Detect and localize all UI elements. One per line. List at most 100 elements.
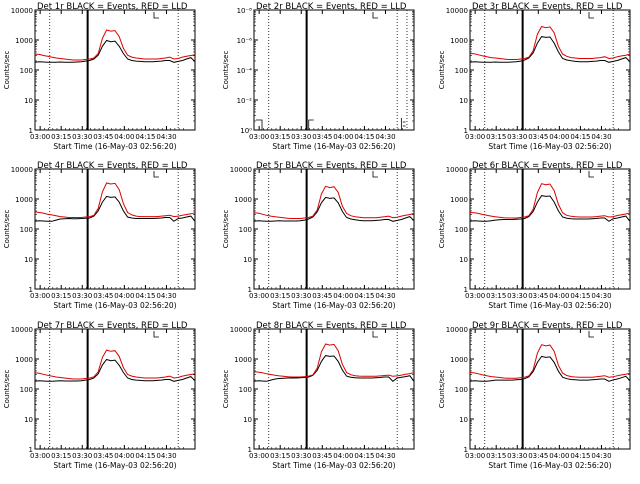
chart-panel-6r: Det 6r BLACK = Events, RED = LLD Counts/s… bbox=[438, 161, 631, 310]
x-tick-label: 04:00 bbox=[549, 133, 569, 141]
series-events bbox=[34, 195, 196, 222]
x-tick-label: 04:00 bbox=[333, 292, 353, 300]
x-tick-label: 04:00 bbox=[549, 292, 569, 300]
x-tick-label: 03:45 bbox=[93, 292, 113, 300]
series-events bbox=[253, 196, 415, 222]
x-tick-label: 03:30 bbox=[507, 452, 527, 460]
x-axis-label: Start Time (16-May-03 02:56:20) bbox=[488, 301, 611, 310]
y-tick-label: 10⁻² bbox=[237, 97, 253, 105]
x-tick-label: 04:15 bbox=[135, 452, 155, 460]
y-tick-label: 10 bbox=[24, 97, 33, 105]
series-events bbox=[469, 355, 631, 382]
x-tick-label: 03:30 bbox=[291, 133, 311, 141]
plot-frame bbox=[469, 9, 631, 131]
x-tick-label: 03:30 bbox=[72, 452, 92, 460]
x-tick-label: 03:15 bbox=[51, 452, 71, 460]
y-tick-label: 100 bbox=[239, 226, 252, 234]
y-tick-label: 10⁻⁸ bbox=[237, 7, 253, 15]
x-tick-label: 03:45 bbox=[312, 133, 332, 141]
chart-title: Det 9r BLACK = Events, RED = LLD bbox=[472, 321, 623, 331]
y-tick-label: 1000 bbox=[450, 37, 468, 45]
x-tick-label: 04:30 bbox=[156, 133, 176, 141]
plot-frame bbox=[34, 9, 196, 131]
attenuator-marker bbox=[588, 12, 594, 19]
y-tick-label: 10⁰ bbox=[240, 127, 252, 135]
series-lld bbox=[34, 182, 196, 218]
x-tick-label: 03:45 bbox=[528, 292, 548, 300]
y-tick-label: 10⁻⁶ bbox=[237, 37, 253, 45]
y-tick-label: 100 bbox=[455, 67, 468, 75]
x-tick-label: 03:30 bbox=[507, 292, 527, 300]
y-tick-label: 10000 bbox=[11, 7, 33, 15]
x-tick-label: 03:15 bbox=[270, 133, 290, 141]
y-tick-label: 10000 bbox=[230, 326, 252, 334]
x-tick-label: 04:15 bbox=[354, 452, 374, 460]
y-tick-label: 1000 bbox=[15, 356, 33, 364]
x-tick-label: 03:45 bbox=[93, 133, 113, 141]
x-axis-label: Start Time (16-May-03 02:56:20) bbox=[488, 142, 611, 151]
series-events bbox=[34, 39, 196, 63]
y-tick-label: 10000 bbox=[11, 326, 33, 334]
y-tick-label: 100 bbox=[455, 226, 468, 234]
chart-title: Det 2r BLACK = Events, RED = LLD bbox=[256, 2, 407, 12]
chart-title: Det 6r BLACK = Events, RED = LLD bbox=[472, 161, 623, 171]
x-tick-label: 04:15 bbox=[354, 292, 374, 300]
attenuator-marker bbox=[588, 171, 594, 178]
x-tick-label: 03:00 bbox=[249, 292, 269, 300]
series-lld bbox=[469, 183, 631, 219]
x-tick-label: 03:45 bbox=[93, 452, 113, 460]
y-tick-label: 100 bbox=[239, 386, 252, 394]
x-tick-label: 03:15 bbox=[51, 133, 71, 141]
x-tick-label: 03:15 bbox=[486, 133, 506, 141]
x-axis-label: Start Time (16-May-03 02:56:20) bbox=[272, 301, 395, 310]
chart-panel-7r: Det 7r BLACK = Events, RED = LLD Counts/s… bbox=[3, 321, 196, 470]
y-tick-label: 1 bbox=[248, 286, 252, 294]
series-events bbox=[469, 195, 631, 222]
attenuator-marker bbox=[153, 12, 159, 19]
x-tick-label: 04:15 bbox=[135, 292, 155, 300]
y-tick-label: 100 bbox=[20, 386, 33, 394]
plot-frame bbox=[469, 328, 631, 450]
y-axis-label: Counts/sec bbox=[3, 51, 11, 90]
x-tick-label: 03:15 bbox=[486, 452, 506, 460]
x-tick-label: 04:30 bbox=[375, 452, 395, 460]
y-tick-label: 1 bbox=[29, 446, 33, 454]
chart-title: Det 5r BLACK = Events, RED = LLD bbox=[256, 161, 407, 171]
x-tick-label: 03:00 bbox=[249, 133, 269, 141]
y-tick-label: 10000 bbox=[446, 326, 468, 334]
attenuator-marker bbox=[372, 331, 378, 338]
y-tick-label: 1000 bbox=[234, 196, 252, 204]
x-tick-label: 04:00 bbox=[333, 452, 353, 460]
series-lld bbox=[469, 344, 631, 379]
plot-frame bbox=[34, 328, 196, 450]
y-tick-label: 1 bbox=[464, 127, 468, 135]
x-tick-label: 03:15 bbox=[51, 292, 71, 300]
y-tick-label: 1 bbox=[464, 286, 468, 294]
y-tick-label: 10000 bbox=[11, 166, 33, 174]
x-tick-label: 03:45 bbox=[312, 452, 332, 460]
x-axis-label: Start Time (16-May-03 02:56:20) bbox=[53, 461, 176, 470]
x-tick-label: 04:00 bbox=[549, 452, 569, 460]
empty-data-marker bbox=[400, 118, 406, 130]
series-lld bbox=[253, 343, 415, 378]
y-axis-label: Counts/sec bbox=[3, 210, 11, 249]
y-tick-label: 10 bbox=[24, 416, 33, 424]
attenuator-marker bbox=[153, 331, 159, 338]
x-tick-label: 04:00 bbox=[114, 452, 134, 460]
y-tick-label: 10000 bbox=[230, 166, 252, 174]
y-tick-label: 1 bbox=[248, 446, 252, 454]
plot-frame bbox=[34, 168, 196, 290]
x-tick-label: 03:45 bbox=[528, 452, 548, 460]
x-tick-label: 04:15 bbox=[570, 452, 590, 460]
x-tick-label: 04:00 bbox=[114, 292, 134, 300]
x-tick-label: 04:30 bbox=[591, 133, 611, 141]
y-axis-label: Counts/sec bbox=[438, 51, 446, 90]
y-axis-label: Counts/sec bbox=[222, 51, 230, 90]
y-tick-label: 1 bbox=[464, 446, 468, 454]
attenuator-marker bbox=[153, 171, 159, 178]
x-tick-label: 03:15 bbox=[486, 292, 506, 300]
series-events bbox=[469, 36, 631, 63]
x-tick-label: 04:30 bbox=[591, 292, 611, 300]
y-tick-label: 10 bbox=[459, 256, 468, 264]
